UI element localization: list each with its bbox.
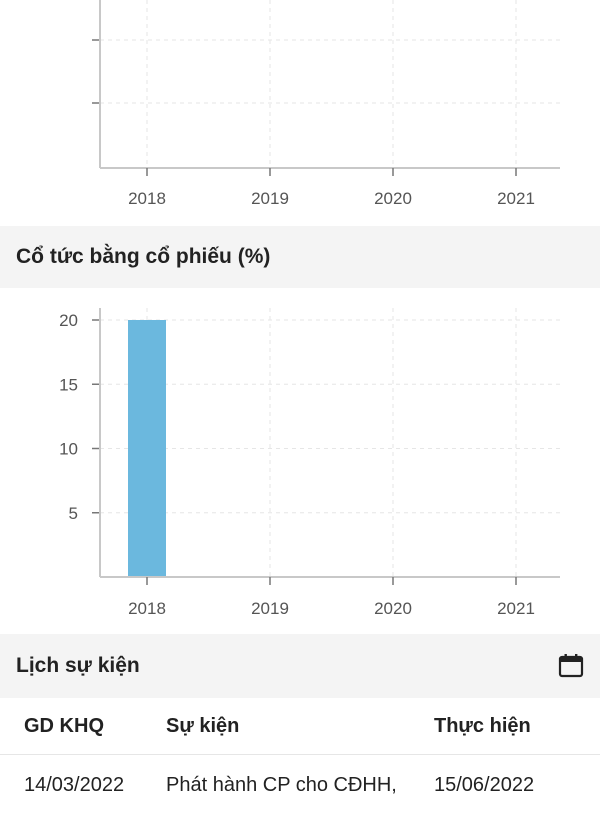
x-tick-label: 2019 [251,189,289,208]
events-title: Lịch sự kiện [16,654,140,677]
stock-dividend-chart-canvas: 5 10 15 20 2018 2019 2020 2021 [59,308,560,618]
x-tick-label: 2018 [128,599,166,618]
top-chart-canvas: 2018 2019 2020 2021 [92,0,560,208]
column-header-event: Sự kiện [166,715,240,737]
x-tick-label: 2020 [374,189,412,208]
event-ex-date: 14/03/2022 [24,774,125,796]
top-chart: 2018 2019 2020 2021 [0,0,600,218]
event-exec-date: 15/06/2022 [434,774,535,796]
stock-dividend-chart: 5 10 15 20 2018 2019 2020 2021 [0,288,600,630]
event-description: Phát hành CP cho CĐHH, [166,774,397,796]
calendar-icon[interactable] [558,653,584,679]
x-tick-label: 2020 [374,599,412,618]
calendar-icon-glyph [558,654,584,678]
y-tick-label: 15 [59,375,78,394]
stock-dividend-title: Cổ tức bằng cổ phiếu (%) [16,245,271,268]
table-row[interactable]: 14/03/2022 Phát hành CP cho CĐHH, 15/06/… [0,755,600,815]
bar-2018 [128,320,166,577]
y-tick-label: 5 [69,504,78,523]
x-tick-label: 2021 [497,189,535,208]
x-tick-label: 2018 [128,189,166,208]
x-tick-label: 2021 [497,599,535,618]
column-header-ex-date: GD KHQ [24,715,104,737]
y-tick-label: 20 [59,311,78,330]
events-header: Lịch sự kiện [0,634,600,698]
column-header-exec-date: Thực hiện [434,715,531,737]
events-table-header: GD KHQ Sự kiện Thực hiện [0,698,600,755]
stock-dividend-header: Cổ tức bằng cổ phiếu (%) [0,226,600,288]
x-tick-label: 2019 [251,599,289,618]
y-tick-label: 10 [59,440,78,459]
